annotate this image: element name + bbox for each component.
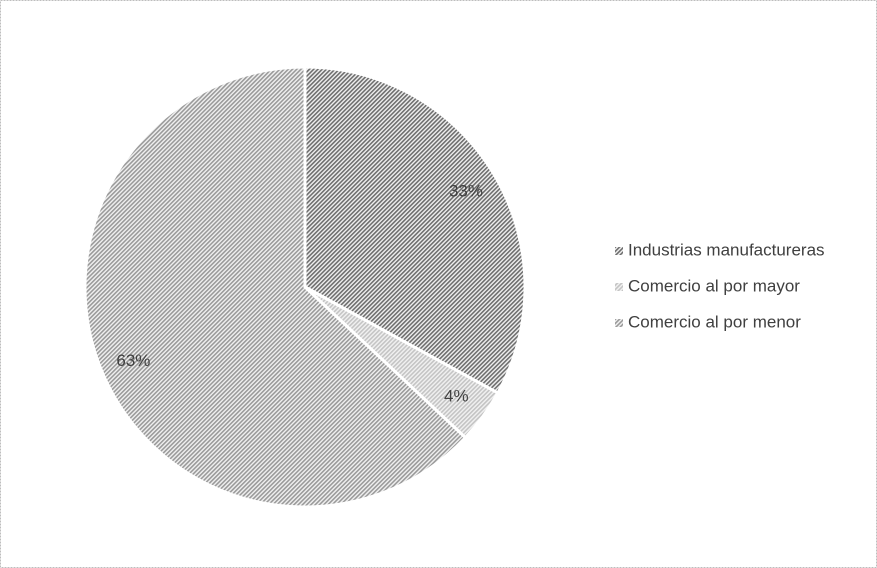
legend-marker	[615, 319, 623, 327]
legend-marker	[615, 283, 623, 291]
data-label: 63%	[116, 351, 150, 370]
pie-slice	[83, 65, 468, 509]
legend-label: Industrias manufactureras	[628, 240, 825, 259]
data-label: 4%	[444, 386, 469, 405]
data-label: 33%	[449, 181, 483, 200]
pie-slice	[303, 65, 527, 396]
legend-marker	[615, 247, 623, 255]
legend-label: Comercio al por mayor	[628, 276, 800, 295]
legend-label: Comercio al por menor	[628, 312, 801, 331]
